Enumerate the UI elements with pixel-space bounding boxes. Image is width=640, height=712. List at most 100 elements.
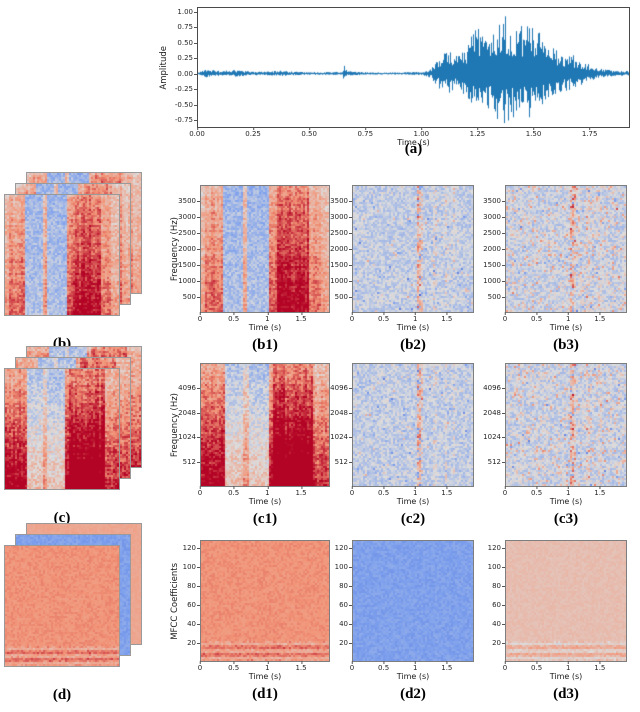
x-tick-label: 1.5: [441, 312, 453, 323]
y-tick-label: 1500: [483, 261, 505, 269]
y-tick-label: 3500: [330, 197, 352, 205]
y-tick-label: 2500: [330, 229, 352, 237]
panel-d2-caption: (d2): [400, 686, 426, 702]
x-tick-label: 0: [502, 661, 508, 672]
y-tick-label: 1500: [178, 261, 200, 269]
panel-b1-spectrogram: Frequency (Hz) Time (s) (b1) 0 0.5 1 1.5 350…: [170, 185, 330, 353]
panel-c1-ylabel: Frequency (Hz): [168, 363, 182, 487]
ylabel-text: Frequency (Hz): [170, 392, 180, 458]
ylabel-text: Amplitude: [159, 45, 169, 90]
y-tick-label: 20: [492, 638, 505, 647]
y-tick-label: 2500: [483, 229, 505, 237]
stack-c-layer-front: [4, 368, 120, 490]
y-tick-label: 500: [487, 293, 506, 301]
panel-c1-xlabel: Time (s): [248, 497, 282, 506]
x-tick-label: 0.5: [378, 486, 390, 497]
x-tick-label: 1: [565, 486, 571, 497]
y-tick-label: 1024: [330, 433, 352, 442]
y-tick-label: 3500: [483, 197, 505, 205]
x-tick-label: 0: [349, 486, 355, 497]
y-tick-label: 40: [492, 619, 505, 628]
panel-c3-plot-area: [505, 363, 627, 487]
panel-d2-xlabel: Time (s): [396, 672, 430, 681]
y-tick-label: 1.00: [177, 7, 197, 16]
panel-d1-plot-area: [200, 540, 330, 662]
y-tick-label: -0.50: [174, 100, 198, 109]
x-tick-label: 1: [565, 661, 571, 672]
stack-b-front-canvas: [5, 195, 119, 315]
x-tick-label: 1.5: [441, 661, 453, 672]
panel-c3-caption: (c3): [553, 511, 579, 527]
y-tick-label: 80: [187, 581, 200, 590]
x-tick-label: 0.5: [378, 312, 390, 323]
spectrogram-canvas-b3: [506, 186, 626, 312]
y-tick-label: 1000: [330, 277, 352, 285]
y-tick-label: 1500: [330, 261, 352, 269]
panel-a-ylabel: Amplitude: [157, 7, 171, 128]
panel-d3-plot-area: [505, 540, 627, 662]
y-tick-label: 80: [339, 581, 352, 590]
panel-b2-spectrogram: Time (s) (b2) 0 0.5 1 1.5 3500 3000 2500 2000 15…: [330, 185, 474, 353]
stack-b-layer-front: [4, 194, 120, 316]
x-tick-label: 1.5: [594, 312, 606, 323]
mfcc-canvas-d2: [353, 541, 473, 661]
panel-d3-xlabel: Time (s): [549, 672, 583, 681]
x-tick-label: 0: [502, 312, 508, 323]
x-tick-label: 1: [565, 312, 571, 323]
x-tick-label: 1.50: [525, 127, 542, 138]
panel-c2-xlabel: Time (s): [396, 497, 430, 506]
stack-d-front-canvas: [5, 546, 119, 666]
x-tick-label: 0: [197, 312, 203, 323]
x-tick-label: 0.00: [189, 127, 205, 138]
y-tick-label: 512: [182, 458, 201, 467]
panel-b2-plot-area: [352, 185, 474, 313]
x-tick-label: 0.5: [228, 661, 240, 672]
panel-c2-spectrogram: Time (s) (c2) 0 0.5 1 1.5 4096 2048 1024 512: [330, 363, 474, 527]
y-tick-label: 1024: [178, 433, 200, 442]
x-tick-label: 0.75: [357, 127, 374, 138]
panel-c2-plot-area: [352, 363, 474, 487]
stack-c-front-canvas: [5, 369, 119, 489]
panel-b1-plot-area: [200, 185, 330, 313]
y-tick-label: 4096: [178, 383, 200, 392]
panel-b1-xlabel: Time (s): [248, 323, 282, 332]
y-tick-label: 120: [487, 543, 506, 552]
panel-d1-xlabel: Time (s): [248, 672, 282, 681]
stack-d-mfcc-channels: (d): [4, 523, 142, 703]
y-tick-label: 80: [492, 581, 505, 590]
panel-b2-caption: (b2): [400, 337, 426, 353]
y-tick-label: 3000: [483, 213, 505, 221]
waveform-canvas: [198, 8, 629, 127]
x-tick-label: 1: [412, 312, 418, 323]
y-tick-label: 4096: [330, 383, 352, 392]
y-tick-label: 2000: [330, 245, 352, 253]
y-tick-label: 2048: [330, 408, 352, 417]
panel-d2-mfcc: Time (s) (d2) 0 0.5 1 1.5 120 100 80 60 40 20: [335, 540, 474, 702]
ylabel-text: MFCC Coefficients: [170, 562, 180, 640]
y-tick-label: 0.00: [177, 69, 197, 78]
y-tick-label: 1024: [483, 433, 505, 442]
y-tick-label: 2000: [178, 245, 200, 253]
x-tick-label: 1.5: [441, 486, 453, 497]
x-tick-label: 1.5: [594, 486, 606, 497]
panel-c1-caption: (c1): [252, 511, 278, 527]
stack-d-caption: (d): [52, 687, 72, 703]
y-tick-label: 2048: [178, 408, 200, 417]
spectrogram-canvas-c3: [506, 364, 626, 486]
y-tick-label: 60: [492, 600, 505, 609]
panel-b2-xlabel: Time (s): [396, 323, 430, 332]
y-tick-label: 2500: [178, 229, 200, 237]
x-tick-label: 1: [265, 661, 270, 672]
panel-c3-xlabel: Time (s): [549, 497, 583, 506]
stack-c-spectrogram-channels: (c): [4, 346, 142, 526]
x-tick-label: 0: [349, 661, 355, 672]
y-tick-label: 1000: [483, 277, 505, 285]
x-tick-label: 1: [265, 312, 270, 323]
y-tick-label: -0.25: [174, 85, 198, 94]
panel-a-waveform: Amplitude Time (s) (a) 0.00 0.25 0.50 0.75 1…: [159, 7, 630, 157]
x-tick-label: 0.5: [228, 312, 240, 323]
y-tick-label: 100: [487, 562, 506, 571]
x-tick-label: 0.5: [531, 486, 543, 497]
panel-d1-ylabel: MFCC Coefficients: [168, 540, 182, 662]
x-tick-label: 0.5: [228, 486, 240, 497]
